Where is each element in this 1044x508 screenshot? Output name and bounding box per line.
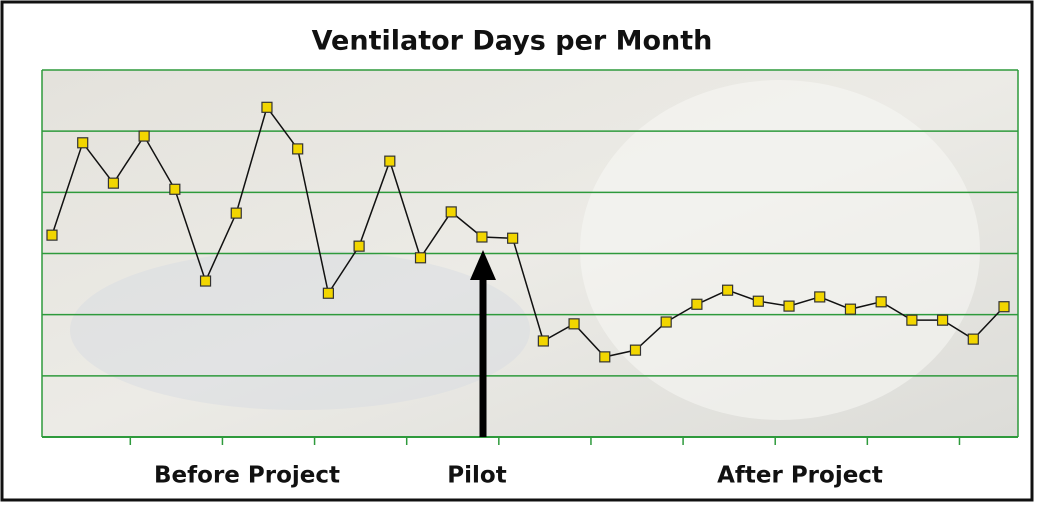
data-point [907, 315, 917, 325]
data-point [231, 208, 241, 218]
data-point [354, 241, 364, 251]
data-point [78, 138, 88, 148]
data-point [999, 302, 1009, 312]
data-point [385, 156, 395, 166]
data-point [815, 292, 825, 302]
data-point [538, 336, 548, 346]
data-point [293, 144, 303, 154]
data-point [201, 276, 211, 286]
data-point [968, 334, 978, 344]
data-point [569, 319, 579, 329]
annotation: After Project [717, 463, 883, 489]
data-point [477, 232, 487, 242]
data-point [723, 285, 733, 295]
data-point [753, 296, 763, 306]
data-point [139, 131, 149, 141]
data-point [170, 184, 180, 194]
data-point [661, 317, 671, 327]
data-point [692, 299, 702, 309]
data-point [784, 301, 794, 311]
data-point [446, 207, 456, 217]
annotation: Before Project [154, 463, 340, 489]
annotation: Pilot [447, 463, 506, 489]
data-point [262, 102, 272, 112]
data-point [108, 178, 118, 188]
data-point [600, 352, 610, 362]
data-point [416, 253, 426, 263]
data-point [876, 297, 886, 307]
photo-bed [70, 250, 530, 410]
data-point [508, 233, 518, 243]
data-point [845, 304, 855, 314]
chart-title: Ventilator Days per Month [312, 26, 713, 57]
data-point [938, 315, 948, 325]
data-point [630, 345, 640, 355]
chart: Ventilator Days per Month Before Project… [0, 0, 1044, 508]
data-point [47, 230, 57, 240]
data-point [323, 288, 333, 298]
